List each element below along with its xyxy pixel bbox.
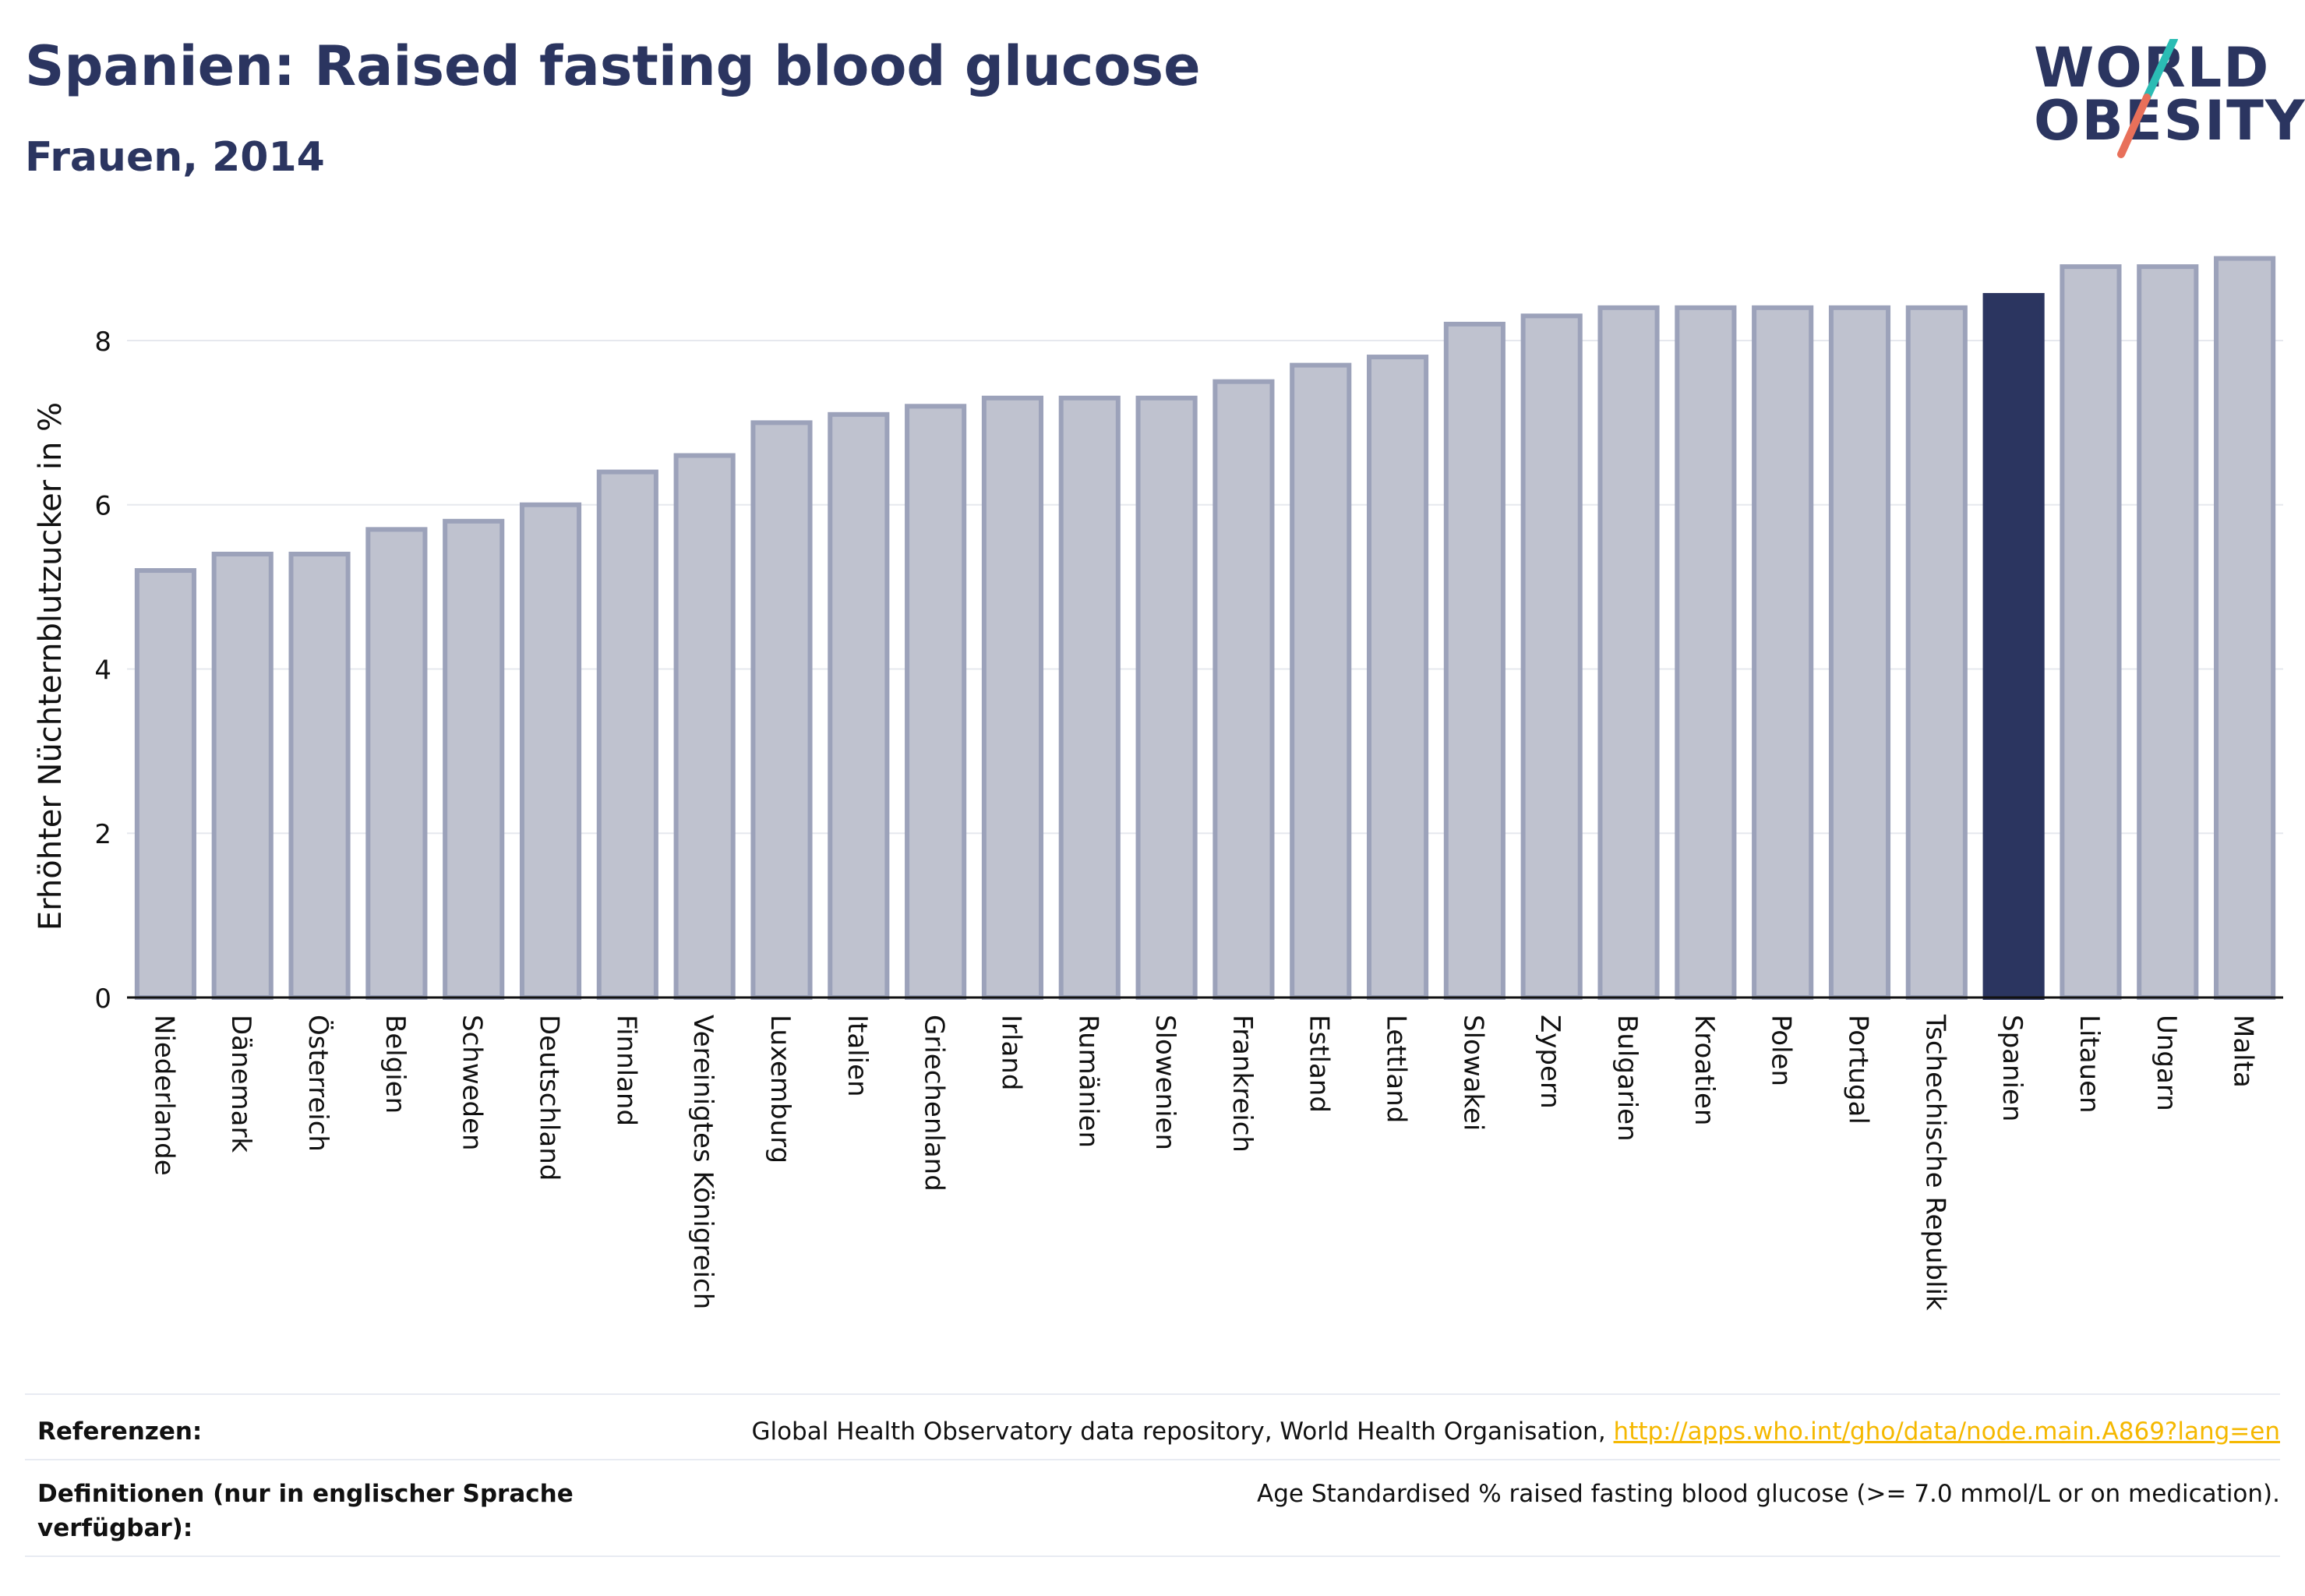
x-tick-label: Deutschland: [534, 1015, 565, 1181]
x-tick-label: Kroatien: [1689, 1015, 1720, 1125]
bar-ungarn: [2137, 264, 2199, 1001]
footer-divider-middle: [25, 1459, 2280, 1460]
x-tick-label: Bulgarien: [1611, 1015, 1643, 1142]
bar-luxemburg: [750, 420, 813, 1000]
x-tick-label: Spanien: [1996, 1015, 2028, 1121]
bar-tschechische-republik: [1905, 305, 1968, 1001]
bar-finnland: [596, 469, 658, 1000]
x-tick-label: Rumänien: [1072, 1015, 1103, 1148]
definitions-text: Age Standardised % raised fasting blood …: [1257, 1480, 2280, 1508]
x-tick-label: Finnland: [610, 1015, 641, 1126]
bar-frankreich: [1213, 379, 1275, 1000]
bar-kroatien: [1675, 305, 1737, 1001]
bars: [134, 256, 2276, 1001]
x-tick-label: Dänemark: [225, 1015, 256, 1153]
bar-vereinigtes-königreich: [673, 453, 736, 1000]
y-tick-label: 0: [94, 983, 111, 1015]
bar-bulgarien: [1597, 305, 1660, 1001]
bar-chart: 0 2 4 6 8 Niederlande Dänemark Österreich Belgie…: [33, 256, 2283, 1311]
x-tick-label: Slowenien: [1149, 1015, 1181, 1150]
x-tick-label: Litauen: [2074, 1015, 2105, 1114]
bar-zypern: [1520, 313, 1583, 1000]
definitions-label: Definitionen (nur in englischer Sprache …: [37, 1477, 574, 1545]
bar-estland: [1290, 362, 1352, 1000]
bar-belgien: [365, 527, 428, 1000]
references-link[interactable]: http://apps.who.int/gho/data/node.main.A…: [1613, 1418, 2280, 1446]
bar-österreich: [288, 551, 351, 1000]
x-tick-label: Niederlande: [148, 1015, 179, 1176]
y-tick-label: 6: [94, 491, 111, 522]
bar-irland: [981, 395, 1044, 1000]
axes: 0 2 4 6 8 Niederlande Dänemark Österreich Belgie…: [94, 327, 2283, 1311]
footer-divider-bottom: [25, 1555, 2280, 1557]
y-tick-label: 4: [94, 655, 111, 686]
footer-divider-top: [25, 1393, 2280, 1395]
definitions-label-line1: Definitionen (nur in englischer Sprache: [37, 1480, 574, 1508]
bar-malta: [2214, 256, 2276, 1000]
x-tick-label: Schweden: [457, 1015, 488, 1151]
logo-slash-icon: [2117, 39, 2178, 158]
bar-deutschland: [519, 502, 582, 1000]
x-tick-label: Österreich: [302, 1015, 334, 1152]
bar-italien: [828, 411, 890, 1000]
references-label: Referenzen:: [37, 1418, 203, 1446]
bar-griechenland: [905, 404, 967, 1000]
bar-niederlande: [134, 568, 196, 1000]
bar-spanien: [1982, 293, 2045, 1000]
bar-polen: [1752, 305, 1814, 1001]
bar-slowakei: [1443, 321, 1505, 1000]
x-tick-label: Luxemburg: [764, 1015, 796, 1163]
bar-rumänien: [1058, 395, 1121, 1000]
bar-dänemark: [211, 551, 274, 1000]
bar-lettland: [1366, 355, 1429, 1000]
x-tick-label: Vereinigtes Königreich: [687, 1015, 718, 1309]
logo-text-line2: OBESITY: [2034, 89, 2305, 153]
references-text: Global Health Observatory data repositor…: [751, 1414, 2280, 1449]
x-tick-label: Lettland: [1381, 1015, 1412, 1123]
x-tick-label: Irland: [995, 1015, 1026, 1090]
x-tick-label: Belgien: [379, 1015, 411, 1114]
definitions-label-line2: verfügbar):: [37, 1514, 193, 1542]
bar-schweden: [443, 518, 505, 1000]
x-tick-label: Estland: [1304, 1015, 1335, 1113]
bar-litauen: [2060, 264, 2122, 1001]
x-tick-label: Malta: [2228, 1015, 2259, 1088]
x-tick-label: Ungarn: [2151, 1015, 2182, 1111]
x-tick-label: Zypern: [1534, 1015, 1565, 1109]
x-tick-label: Tschechische Republik: [1919, 1014, 1950, 1311]
bar-slowenien: [1135, 395, 1198, 1000]
x-tick-label: Slowakei: [1457, 1015, 1488, 1131]
x-tick-label: Griechenland: [919, 1015, 950, 1192]
x-tick-label: Italien: [842, 1015, 873, 1097]
world-obesity-logo: WORLD OBESITY: [2034, 39, 2305, 164]
references-source: Global Health Observatory data repositor…: [751, 1418, 1614, 1446]
y-axis-label: Erhöhter Nüchternblutzucker in %: [33, 402, 69, 930]
page-title: Spanien: Raised fasting blood glucose: [25, 34, 1201, 98]
bar-portugal: [1828, 305, 1891, 1001]
x-tick-label: Polen: [1766, 1015, 1797, 1086]
y-tick-label: 8: [94, 327, 111, 358]
x-tick-label: Portugal: [1842, 1015, 1873, 1125]
page-subtitle: Frauen, 2014: [25, 134, 325, 181]
x-tick-label: Frankreich: [1227, 1015, 1258, 1153]
y-tick-label: 2: [94, 819, 111, 850]
